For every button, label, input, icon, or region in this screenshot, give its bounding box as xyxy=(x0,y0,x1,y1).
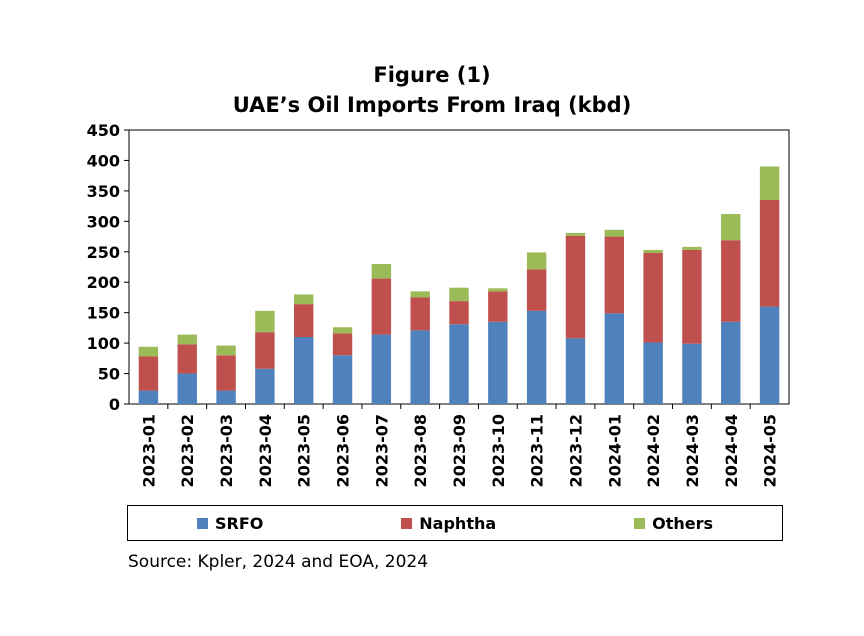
legend-item-naphtha: Naphtha xyxy=(401,514,496,533)
bar-naphtha-2023-11 xyxy=(526,269,547,311)
y-tick-label: 400 xyxy=(87,151,120,170)
y-tick-label: 300 xyxy=(87,212,120,231)
stacked-bar-chart: 0 50 100 150 200 250 300 350 400 450 2023-01 2023-0… xyxy=(87,121,790,487)
x-tick-label: 2023-10 xyxy=(489,414,508,487)
x-tick-label: 2023-04 xyxy=(256,414,275,487)
bar-naphtha-2024-02 xyxy=(643,252,663,343)
bar-naphtha-2024-05 xyxy=(759,200,780,307)
x-tick-label: 2024-04 xyxy=(722,414,741,487)
bar-others-2023-11 xyxy=(526,252,547,270)
bar-others-2023-01 xyxy=(138,346,159,357)
bar-srfo-2024-02 xyxy=(643,342,663,404)
bar-srfo-2023-06 xyxy=(332,355,353,404)
y-tick-label: 450 xyxy=(87,121,120,140)
bar-naphtha-2023-05 xyxy=(294,304,314,338)
bar-srfo-2023-12 xyxy=(565,338,586,404)
bar-naphtha-2023-10 xyxy=(488,291,508,322)
bar-naphtha-2023-12 xyxy=(565,235,586,339)
bar-naphtha-2023-04 xyxy=(255,332,275,369)
bar-others-2023-06 xyxy=(332,327,353,334)
bar-naphtha-2024-04 xyxy=(721,240,741,322)
bar-others-2023-08 xyxy=(410,291,430,298)
bar-naphtha-2023-02 xyxy=(177,344,197,374)
legend-item-srfo: SRFO xyxy=(196,513,264,533)
bar-srfo-2023-01 xyxy=(138,390,159,404)
x-tick-label: 2024-03 xyxy=(683,414,702,487)
bar-others-2023-03 xyxy=(216,345,236,356)
y-tick-label: 250 xyxy=(87,243,120,262)
bar-srfo-2023-07 xyxy=(371,334,392,404)
bar-naphtha-2023-07 xyxy=(371,278,392,335)
bar-srfo-2023-04 xyxy=(255,368,275,404)
bar-others-2024-03 xyxy=(682,246,702,250)
y-tick-label: 50 xyxy=(98,365,120,384)
legend-label: Others xyxy=(652,513,713,533)
bar-others-2024-01 xyxy=(604,229,624,237)
bar-naphtha-2023-03 xyxy=(216,355,236,391)
y-tick-label: 0 xyxy=(109,395,120,414)
x-tick-label: 2023-08 xyxy=(411,414,430,487)
legend-swatch xyxy=(634,517,646,529)
bar-others-2024-05 xyxy=(759,166,780,201)
x-tick-label: 2023-05 xyxy=(295,414,314,487)
bar-others-2023-09 xyxy=(449,287,469,302)
x-tick-label: 2023-09 xyxy=(450,414,469,487)
bar-naphtha-2023-09 xyxy=(449,301,469,325)
bar-others-2023-04 xyxy=(255,310,275,333)
y-tick-label: 350 xyxy=(87,182,120,201)
x-tick-label: 2023-06 xyxy=(334,414,353,487)
bar-others-2024-04 xyxy=(721,214,741,241)
bar-srfo-2023-02 xyxy=(177,373,197,404)
bar-srfo-2023-09 xyxy=(449,324,469,404)
legend-swatch xyxy=(401,517,413,529)
x-tick-label: 2023-11 xyxy=(528,414,547,487)
x-tick-label: 2023-01 xyxy=(139,414,158,487)
bar-others-2023-10 xyxy=(488,288,508,292)
x-tick-label: 2023-02 xyxy=(178,414,197,487)
bar-srfo-2023-11 xyxy=(526,310,547,404)
chart-title-line1: Figure (1) xyxy=(373,63,491,87)
bar-others-2023-07 xyxy=(371,263,392,279)
x-tick-label: 2024-05 xyxy=(761,414,780,487)
x-tick-label: 2023-12 xyxy=(566,414,585,487)
bar-srfo-2024-05 xyxy=(759,306,780,404)
bar-srfo-2024-01 xyxy=(604,313,624,404)
legend-swatch xyxy=(196,517,208,529)
bar-others-2023-05 xyxy=(294,294,314,305)
x-tick-label: 2024-02 xyxy=(644,414,663,487)
bar-srfo-2024-04 xyxy=(721,321,741,404)
chart-legend: SRFO Naphtha Others xyxy=(127,505,783,541)
bar-naphtha-2024-03 xyxy=(682,249,702,344)
legend-label: SRFO xyxy=(214,513,264,533)
y-tick-label: 200 xyxy=(87,273,120,292)
chart-title-line2: UAE’s Oil Imports From Iraq (kbd) xyxy=(232,93,632,117)
y-tick-label: 100 xyxy=(87,334,120,353)
x-tick-label: 2023-03 xyxy=(217,414,236,487)
bar-naphtha-2023-08 xyxy=(410,297,430,331)
chart-title: Figure (1) UAE’s Oil Imports From Iraq (… xyxy=(0,60,864,120)
source-note: Source: Kpler, 2024 and EOA, 2024 xyxy=(128,552,429,572)
legend-item-others: Others xyxy=(634,514,713,533)
x-tick-label: 2023-07 xyxy=(372,414,391,487)
x-tick-label: 2024-01 xyxy=(605,414,624,487)
bar-srfo-2023-03 xyxy=(216,390,236,404)
bar-srfo-2023-05 xyxy=(294,337,314,404)
bar-naphtha-2023-01 xyxy=(138,356,159,391)
y-tick-label: 150 xyxy=(87,304,120,323)
bar-srfo-2024-03 xyxy=(682,343,702,404)
legend-label: Naphtha xyxy=(419,513,497,533)
bar-naphtha-2023-06 xyxy=(332,333,353,356)
bar-naphtha-2024-01 xyxy=(604,236,624,314)
bar-srfo-2023-08 xyxy=(410,330,430,404)
bar-others-2024-02 xyxy=(643,249,663,253)
bar-srfo-2023-10 xyxy=(488,321,508,404)
bar-others-2023-12 xyxy=(565,232,586,236)
bar-others-2023-02 xyxy=(177,334,197,345)
